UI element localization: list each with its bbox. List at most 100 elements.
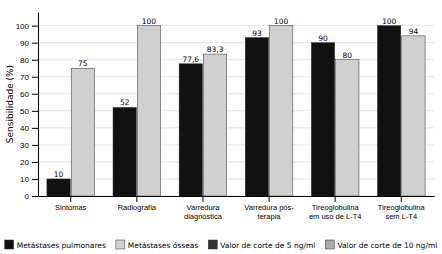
- legend-label: Metástases ósseas: [128, 241, 198, 250]
- bar: [47, 179, 70, 196]
- tick-mark: [136, 196, 137, 202]
- grid-line: [38, 110, 434, 111]
- tick-label: Tireoglobulinasem L-T4: [378, 203, 426, 220]
- tick: Varredura pós-terapia: [244, 196, 294, 221]
- bar: [245, 38, 268, 196]
- tick: 70: [20, 73, 38, 82]
- data-label: 75: [78, 59, 88, 68]
- bar: [402, 36, 425, 196]
- grid-line: [38, 76, 434, 77]
- tick-label: Varreduradiagnóstica: [184, 203, 223, 220]
- tick-mark: [335, 196, 336, 202]
- tick-label: Varredura pós-terapia: [244, 203, 294, 220]
- y-axis: 0 10 20 30 40 50 60 70 80 90 100: [16, 13, 39, 202]
- chart: 105277,693901007510083,31008094010203040…: [0, 0, 442, 254]
- tick-label: 90: [20, 39, 29, 48]
- legend-swatch: [5, 240, 14, 249]
- tick-label: 100: [16, 22, 30, 31]
- axis-line: [39, 196, 435, 197]
- legend-label: Valor de corte de 10 ng/ml: [337, 241, 437, 250]
- bar: [113, 107, 136, 196]
- tick: 100: [16, 22, 38, 31]
- bars: [47, 26, 425, 196]
- legend-item: Valor de corte de 5 ng/ml: [208, 240, 315, 250]
- tick-label: 50: [20, 107, 29, 116]
- legend-item: Metástases ósseas: [116, 240, 198, 250]
- tick: 80: [20, 56, 38, 65]
- tick: 10: [20, 175, 38, 184]
- legend-swatch: [116, 240, 125, 249]
- data-label: 52: [120, 98, 130, 107]
- grid-line: [38, 178, 434, 179]
- tick-mark: [70, 196, 71, 202]
- tick-mark: [32, 60, 38, 61]
- bar: [270, 26, 293, 196]
- grid-line: [38, 196, 434, 197]
- tick: 40: [20, 124, 38, 133]
- grid-line: [38, 42, 434, 43]
- tick-label: 70: [20, 73, 29, 82]
- tick-mark: [32, 145, 38, 146]
- grid: [38, 26, 434, 196]
- legend-item: Valor de corte de 10 ng/ml: [325, 240, 437, 250]
- tick: Tireoglobulinasem L-T4: [378, 196, 426, 221]
- tick-label: Sintomas: [55, 203, 87, 212]
- bar: [137, 26, 160, 196]
- legend-swatch: [325, 240, 334, 249]
- tick-label: 30: [20, 141, 29, 150]
- grid-line: [38, 59, 434, 60]
- tick: Sintomas: [55, 196, 87, 212]
- tick-mark: [32, 196, 38, 197]
- grid-line: [38, 93, 434, 94]
- y-axis-title: Sensibilidade (%): [5, 65, 15, 143]
- tick: 50: [20, 107, 38, 116]
- data-label: 100: [142, 17, 157, 26]
- grid-line: [38, 161, 434, 162]
- bar: [203, 54, 226, 196]
- tick-label: Tireoglobulinaem uso de L-T4: [309, 203, 362, 220]
- grid-line: [38, 127, 434, 128]
- axis-line: [38, 13, 39, 197]
- data-label: 94: [409, 27, 419, 36]
- bar: [71, 68, 94, 196]
- x-axis: Sintomas Radiografia Varreduradiagnóstica V…: [39, 196, 435, 221]
- tick-label: 40: [20, 124, 29, 133]
- tick: 30: [20, 141, 38, 150]
- tick-mark: [32, 43, 38, 44]
- tick-label: 80: [20, 56, 29, 65]
- bar: [336, 60, 359, 196]
- tick: 20: [20, 158, 38, 167]
- tick: Tireoglobulinaem uso de L-T4: [309, 196, 362, 221]
- data-label: 100: [274, 17, 289, 26]
- plot: 105277,693901007510083,31008094010203040…: [16, 13, 435, 221]
- data-label: 100: [382, 17, 397, 26]
- grid-line: [38, 25, 434, 26]
- tick: 90: [20, 39, 38, 48]
- tick-mark: [32, 26, 38, 27]
- tick-mark: [32, 77, 38, 78]
- data-labels: 105277,693901007510083,31008094: [54, 17, 419, 179]
- tick: 0: [25, 192, 38, 201]
- legend: Metástases pulmonares Metástases ósseas Va…: [5, 240, 438, 250]
- bar: [179, 64, 202, 196]
- data-label: 10: [54, 170, 64, 179]
- tick-mark: [32, 128, 38, 129]
- tick-label: 60: [20, 90, 29, 99]
- tick-mark: [32, 111, 38, 112]
- tick: Radiografia: [118, 196, 157, 212]
- tick: Varreduradiagnóstica: [184, 196, 223, 221]
- tick: 60: [20, 90, 38, 99]
- data-label: 90: [318, 34, 328, 43]
- tick-mark: [269, 196, 270, 202]
- tick-mark: [401, 196, 402, 202]
- legend-label: Valor de corte de 5 ng/ml: [220, 241, 315, 250]
- tick-label: 10: [20, 175, 29, 184]
- tick-mark: [32, 94, 38, 95]
- data-label: 77,6: [182, 55, 199, 64]
- tick-label: 0: [25, 192, 30, 201]
- legend-label: Metástases pulmonares: [17, 241, 106, 250]
- data-label: 93: [252, 29, 262, 38]
- tick-mark: [202, 196, 203, 202]
- legend-item: Metástases pulmonares: [5, 240, 106, 250]
- legend-swatch: [208, 240, 217, 249]
